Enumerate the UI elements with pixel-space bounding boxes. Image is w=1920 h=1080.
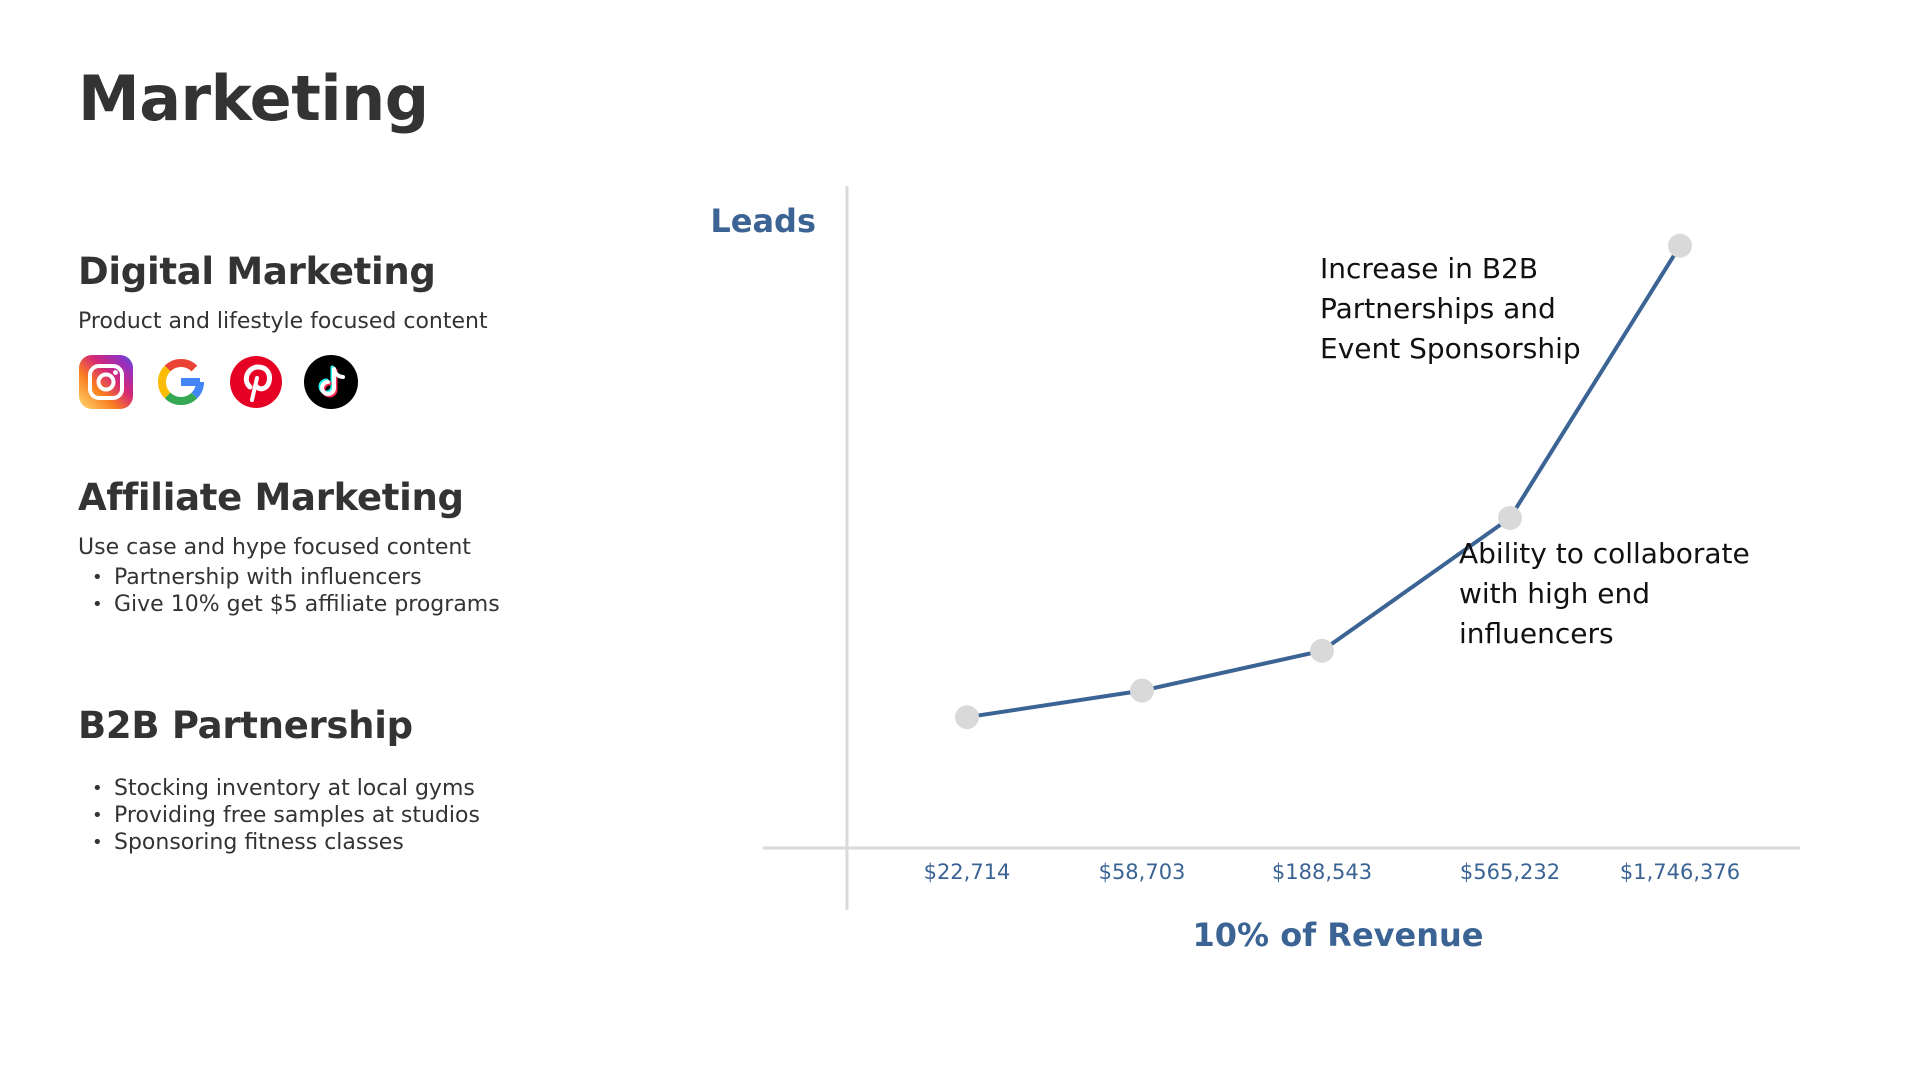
list-item: Stocking inventory at local gyms — [78, 775, 638, 802]
list-item: Sponsoring fitness classes — [78, 829, 638, 856]
b2b-partnership-heading: B2B Partnership — [78, 704, 413, 747]
chart-annotation: Increase in B2B Partnerships and Event Spo… — [1320, 252, 1581, 365]
data-point — [1498, 506, 1522, 530]
instagram-icon — [79, 355, 133, 409]
affiliate-marketing-heading: Affiliate Marketing — [78, 476, 464, 519]
digital-marketing-description: Product and lifestyle focused content — [78, 309, 488, 334]
list-item: Providing free samples at studios — [78, 802, 638, 829]
digital-marketing-heading: Digital Marketing — [78, 250, 436, 293]
data-point — [1310, 638, 1334, 663]
affiliate-marketing-section: Affiliate Marketing Use case and hype fo… — [78, 476, 638, 618]
x-tick-label: $565,232 — [1460, 860, 1560, 884]
x-tick-label: $58,703 — [1099, 860, 1186, 884]
b2b-partnership-section: B2B Partnership Stocking inventory at lo… — [78, 704, 638, 856]
list-item: Give 10% get $5 affiliate programs — [78, 591, 638, 618]
affiliate-bullet-list: Partnership with influencers Give 10% ge… — [78, 564, 638, 618]
affiliate-marketing-description: Use case and hype focused content — [78, 535, 471, 560]
tiktok-icon — [304, 355, 358, 409]
x-tick-label: $188,543 — [1272, 860, 1372, 884]
google-icon — [158, 358, 205, 405]
chart-annotations: Increase in B2B Partnerships and Event Spo… — [1320, 252, 1750, 650]
chart-annotation: Ability to collaborate with high end influ… — [1459, 537, 1750, 650]
data-points — [955, 233, 1692, 730]
x-axis-label: 10% of Revenue — [1193, 916, 1484, 954]
data-point — [1130, 678, 1154, 703]
pinterest-icon — [230, 356, 282, 408]
data-point — [1668, 233, 1692, 258]
digital-marketing-section: Digital Marketing Product and lifestyle … — [78, 250, 638, 410]
x-tick-labels: $22,714 $58,703 $188,543 $565,232 $1,746,376 — [924, 860, 1741, 884]
b2b-bullet-list: Stocking inventory at local gyms Providi… — [78, 775, 638, 856]
list-item: Partnership with influencers — [78, 564, 638, 591]
x-tick-label: $1,746,376 — [1620, 860, 1740, 884]
x-tick-label: $22,714 — [924, 860, 1011, 884]
page-title: Marketing — [78, 62, 429, 135]
data-point — [955, 705, 979, 730]
social-icons — [78, 354, 638, 410]
y-axis-label: Leads — [710, 202, 816, 240]
